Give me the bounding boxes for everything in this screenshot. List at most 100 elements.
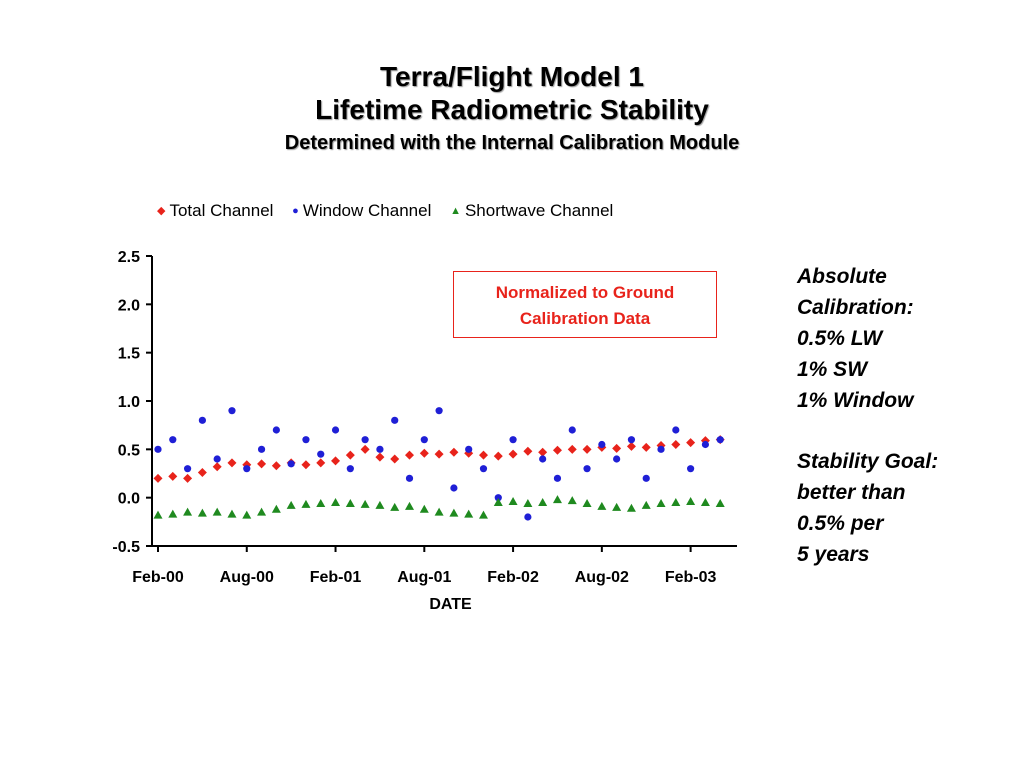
y-tick-label: 0.0 [118, 491, 140, 508]
shortwave-point [405, 501, 415, 510]
window-point [613, 455, 621, 463]
shortwave-point [478, 510, 488, 519]
annotation-box: Normalized to Ground Calibration Data [453, 271, 717, 338]
window-point [405, 474, 414, 482]
window-point [539, 455, 547, 463]
total-point [257, 459, 267, 469]
window-point [568, 426, 576, 434]
shortwave-point [316, 498, 326, 507]
legend-item-total: ◆ Total Channel [157, 201, 273, 221]
window-point [272, 426, 280, 434]
shortwave-point [212, 507, 222, 516]
window-point [509, 436, 517, 444]
shortwave-point [197, 508, 207, 517]
window-point [465, 445, 473, 453]
window-point [331, 426, 340, 434]
shortwave-point [656, 498, 666, 507]
window-point [701, 440, 710, 449]
chart-title-block: Terra/Flight Model 1 Lifetime Radiometri… [0, 60, 1024, 158]
x-tick-label: Feb-02 [487, 569, 539, 586]
total-point [567, 444, 577, 454]
total-point [405, 450, 415, 460]
total-point [375, 452, 385, 462]
y-tick-label: 1.0 [118, 394, 140, 411]
window-point [243, 465, 251, 473]
side-note-line: Stability Goal: [797, 450, 939, 473]
total-point [153, 473, 163, 483]
shortwave-point [286, 500, 296, 509]
legend-item-window: ● Window Channel [292, 201, 431, 221]
total-point [197, 468, 207, 478]
total-point [345, 450, 355, 460]
side-note-line: 0.5% LW [797, 327, 883, 350]
shortwave-point [257, 507, 267, 516]
shortwave-point [626, 503, 636, 512]
window-point [687, 465, 695, 473]
window-point [420, 436, 428, 444]
legend-label-window: Window Channel [302, 201, 432, 220]
chart-axes: 2.5 2.0 1.5 1.0 0.5 0.0 -0.5 Feb-00 Aug-00 Feb-01… [112, 249, 737, 613]
side-note-line: 0.5% per [797, 512, 884, 535]
window-point [376, 445, 384, 453]
total-point [301, 460, 311, 470]
x-tick-label: Feb-01 [310, 569, 362, 586]
shortwave-point [523, 498, 533, 507]
legend-item-shortwave: ▲ Shortwave Channel [450, 201, 613, 221]
window-point [213, 455, 221, 463]
total-point [360, 444, 370, 454]
shortwave-point [641, 500, 651, 509]
total-point [316, 458, 326, 468]
total-point [508, 449, 518, 459]
shortwave-point [168, 509, 178, 518]
shortwave-point [375, 500, 385, 509]
total-point [612, 443, 622, 453]
chart-title: Terra/Flight Model 1 [380, 61, 644, 92]
shortwave-point [597, 501, 607, 510]
side-note: Absolute Calibration: 0.5% LW 1% SW 1% W… [797, 261, 1017, 570]
window-point [524, 513, 532, 521]
window-point [198, 416, 206, 424]
shortwave-point [271, 504, 281, 513]
shortwave-point [301, 499, 311, 508]
total-point [523, 446, 533, 456]
annotation-line-2: Calibration Data [519, 309, 651, 328]
total-point [538, 447, 548, 457]
total-point [183, 473, 193, 483]
y-tick-label: 0.5 [118, 442, 140, 459]
shortwave-point [700, 498, 710, 506]
window-point [553, 474, 562, 482]
side-note-line: 1% SW [797, 358, 868, 381]
window-point [228, 407, 236, 415]
shortwave-point [331, 498, 341, 506]
x-tick-label: Feb-03 [665, 569, 717, 586]
window-point [479, 465, 488, 473]
y-tick-label: 2.0 [118, 297, 140, 314]
chart-subtitle: Lifetime Radiometric Stability [315, 94, 709, 125]
chart-sub-subtitle: Determined with the Internal Calibration… [284, 132, 740, 154]
shortwave-point [153, 510, 163, 519]
total-point [434, 449, 444, 459]
circle-icon: ● [292, 205, 299, 217]
total-point [478, 450, 488, 460]
shortwave-point [508, 497, 518, 506]
shortwave-point [360, 499, 370, 508]
x-tick-label: Aug-02 [575, 569, 629, 586]
legend-label-total: Total Channel [169, 201, 274, 220]
shortwave-point [449, 508, 459, 517]
shortwave-point [552, 495, 562, 504]
shortwave-point [686, 497, 696, 506]
total-point [331, 456, 341, 466]
window-point [169, 436, 177, 444]
y-tick-label: -0.5 [112, 539, 140, 556]
window-point [183, 465, 192, 473]
diamond-icon: ◆ [157, 205, 166, 217]
total-point [168, 471, 178, 481]
y-tick-label: 1.5 [118, 346, 140, 363]
x-tick-label: Aug-00 [220, 569, 274, 586]
side-note-line: Calibration: [797, 296, 914, 319]
total-point [390, 454, 400, 464]
window-point [598, 440, 606, 449]
shortwave-point [671, 498, 681, 506]
side-note-spacer [797, 416, 1017, 446]
